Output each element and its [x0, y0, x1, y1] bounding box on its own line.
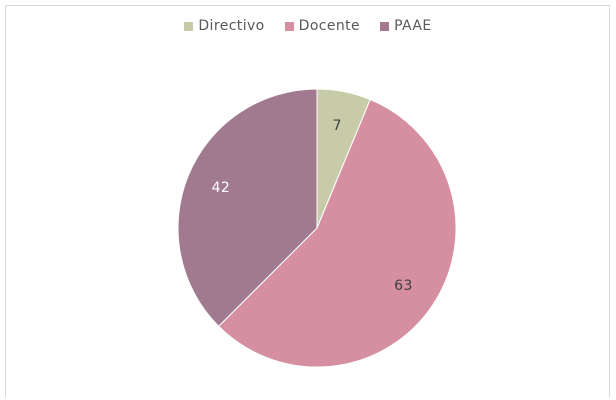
legend-label-docente: Docente [298, 18, 361, 34]
legend-swatch-paae [380, 21, 390, 31]
legend-item-directivo: Directivo [184, 18, 264, 34]
pie-data-labels: 7 63 42 [212, 118, 413, 294]
data-label-docente: 63 [394, 278, 413, 294]
legend-label-paae: PAAE [394, 18, 432, 34]
data-label-directivo: 7 [333, 118, 342, 134]
data-label-paae: 42 [212, 180, 231, 196]
legend-swatch-docente [284, 21, 294, 31]
pie-slice-docente [218, 98, 457, 368]
legend-item-docente: Docente [284, 18, 361, 34]
pie-slices [177, 88, 457, 368]
legend-item-paae: PAAE [380, 18, 432, 34]
legend-label-directivo: Directivo [198, 18, 265, 34]
legend-swatch-directivo [184, 21, 194, 31]
pie-slice-paae [177, 88, 318, 327]
chart-legend: Directivo Docente PAAE [0, 18, 616, 34]
